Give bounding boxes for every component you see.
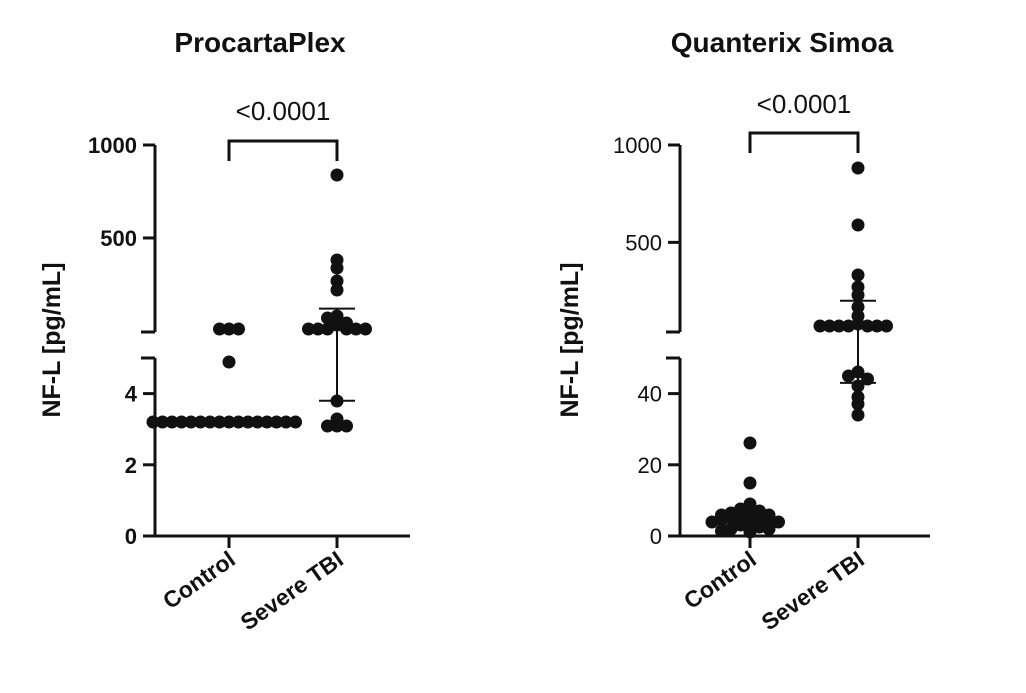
data-point-severe-tbi [359, 322, 372, 336]
data-point-control [146, 415, 160, 429]
data-point-control [241, 415, 255, 429]
chart-title: Quanterix Simoa [671, 27, 894, 58]
data-point-severe-tbi [851, 218, 865, 232]
data-point-severe-tbi [340, 419, 353, 433]
data-point-control [184, 415, 198, 429]
chart-panel-2: Quanterix Simoa NF-L [pg/mL] 0 20 40 500 1000 C… [556, 27, 930, 635]
y-tick-label: 4 [125, 382, 138, 407]
data-point-control [270, 415, 283, 429]
data-point-control [705, 515, 719, 529]
data-point-severe-tbi [851, 288, 865, 302]
data-point-control [232, 322, 245, 336]
data-point-control [213, 322, 226, 336]
data-point-severe-tbi [832, 319, 846, 333]
data-point-control [715, 524, 728, 538]
data-point-severe-tbi [870, 319, 884, 333]
y-tick-label: 20 [638, 453, 662, 478]
data-point-control [743, 525, 757, 539]
p-value-label: <0.0001 [757, 89, 852, 119]
data-point-severe-tbi [851, 268, 865, 282]
data-point-control [279, 415, 293, 429]
data-point-severe-tbi [330, 274, 344, 288]
data-point-control [175, 415, 188, 429]
data-point-severe-tbi [880, 319, 893, 333]
data-point-severe-tbi [321, 419, 334, 433]
y-tick-label: 0 [650, 524, 662, 549]
data-point-severe-tbi [842, 369, 855, 383]
data-point-control [743, 436, 757, 450]
y-tick-label: 2 [125, 453, 137, 478]
p-value-label: <0.0001 [236, 96, 331, 126]
y-tick-label: 1000 [88, 133, 137, 158]
x-category-label: Severe TBI [757, 546, 869, 635]
data-point-severe-tbi [321, 311, 334, 325]
chart-title: ProcartaPlex [174, 27, 346, 58]
data-point-severe-tbi [851, 397, 865, 411]
y-tick-label: 40 [638, 382, 662, 407]
x-category-label: Control [679, 546, 761, 614]
x-category-label: Control [158, 546, 240, 614]
data-point-control [165, 415, 179, 429]
data-point-control [156, 415, 169, 429]
data-point-severe-tbi [330, 168, 344, 182]
chart-panel-1: ProcartaPlex NF-L [pg/mL] 0 2 4 500 1000 Contro… [38, 27, 410, 635]
data-point-control [260, 415, 274, 429]
significance-bracket [227, 139, 339, 161]
y-axis-label: NF-L [pg/mL] [556, 262, 584, 417]
data-point-severe-tbi [851, 161, 865, 175]
data-point-control [222, 322, 236, 336]
data-point-control [743, 476, 757, 490]
data-point-control [251, 415, 264, 429]
y-axis-label: NF-L [pg/mL] [38, 262, 66, 417]
data-point-control [194, 415, 207, 429]
data-point-severe-tbi [349, 322, 363, 336]
y-tick-label: 500 [625, 230, 662, 255]
y-tick-label: 0 [125, 524, 137, 549]
data-point-control [762, 522, 776, 536]
significance-bracket [748, 131, 860, 153]
data-point-control [289, 415, 302, 429]
y-tick-label: 1000 [613, 133, 662, 158]
data-point-severe-tbi [823, 319, 836, 333]
data-point-control [203, 415, 217, 429]
data-point-severe-tbi [813, 319, 827, 333]
data-point-severe-tbi [330, 419, 344, 433]
data-point-control [222, 355, 236, 369]
data-point-severe-tbi [302, 322, 315, 336]
data-point-control [772, 515, 785, 529]
x-category-label: Severe TBI [236, 546, 348, 635]
data-point-severe-tbi [851, 408, 865, 422]
data-point-severe-tbi [330, 261, 344, 275]
data-point-severe-tbi [330, 283, 344, 297]
data-point-severe-tbi [311, 322, 325, 336]
y-tick-label: 500 [100, 226, 137, 251]
